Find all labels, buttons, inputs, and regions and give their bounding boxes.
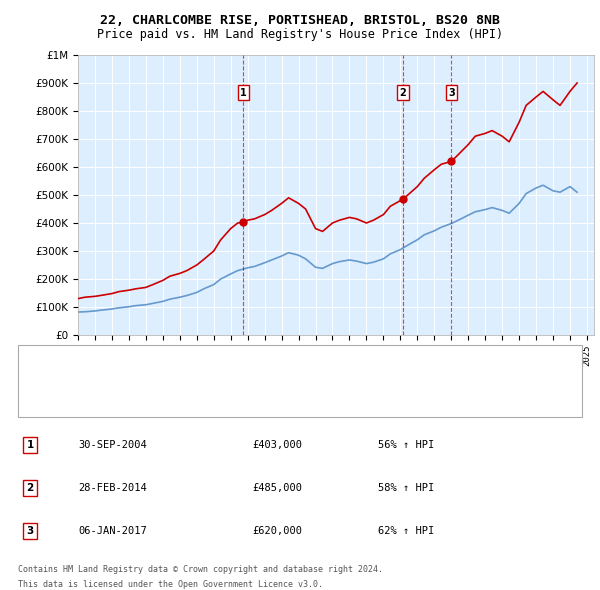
Text: 58% ↑ HPI: 58% ↑ HPI [378,483,434,493]
Text: £620,000: £620,000 [252,526,302,536]
Text: 1: 1 [240,88,247,98]
Text: 2: 2 [400,88,406,98]
Text: £485,000: £485,000 [252,483,302,493]
FancyBboxPatch shape [18,345,582,417]
Text: 06-JAN-2017: 06-JAN-2017 [78,526,147,536]
Text: 62% ↑ HPI: 62% ↑ HPI [378,526,434,536]
Text: 2: 2 [26,483,34,493]
Text: 22, CHARLCOMBE RISE, PORTISHEAD, BRISTOL, BS20 8NB: 22, CHARLCOMBE RISE, PORTISHEAD, BRISTOL… [100,14,500,27]
Text: 3: 3 [448,88,455,98]
Text: HPI: Average price, detached house, North Somerset: HPI: Average price, detached house, Nort… [96,386,390,396]
Text: 1: 1 [26,440,34,450]
Text: 3: 3 [26,526,34,536]
Text: This data is licensed under the Open Government Licence v3.0.: This data is licensed under the Open Gov… [18,581,323,589]
Text: Price paid vs. HM Land Registry's House Price Index (HPI): Price paid vs. HM Land Registry's House … [97,28,503,41]
Text: Contains HM Land Registry data © Crown copyright and database right 2024.: Contains HM Land Registry data © Crown c… [18,565,383,574]
Text: 30-SEP-2004: 30-SEP-2004 [78,440,147,450]
Text: 22, CHARLCOMBE RISE, PORTISHEAD, BRISTOL, BS20 8NB (detached house): 22, CHARLCOMBE RISE, PORTISHEAD, BRISTOL… [96,356,490,365]
Text: 28-FEB-2014: 28-FEB-2014 [78,483,147,493]
Text: £403,000: £403,000 [252,440,302,450]
Text: 56% ↑ HPI: 56% ↑ HPI [378,440,434,450]
